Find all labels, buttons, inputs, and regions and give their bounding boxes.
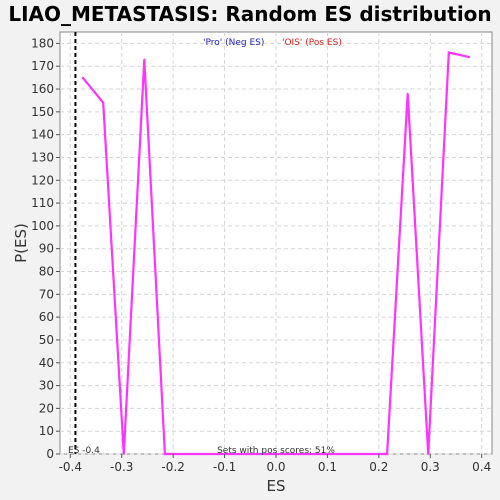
x-tick-label: 0.1 (318, 460, 337, 474)
x-tick-label: -0.1 (213, 460, 236, 474)
y-tick-label: 40 (39, 356, 54, 370)
y-tick-label: 60 (39, 310, 54, 324)
data-point (143, 58, 146, 61)
y-tick-label: 150 (31, 105, 54, 119)
y-tick-label: 140 (31, 128, 54, 142)
x-tick-label: -0.3 (110, 460, 133, 474)
axis-layer: 0 10 20 30 40 50 60 70 80 90 100 110 120 130 140 150 160… (31, 36, 491, 474)
y-tick-label: 100 (31, 219, 54, 233)
data-point (406, 92, 409, 95)
y-tick-label: 120 (31, 173, 54, 187)
y-tick-label: 90 (39, 242, 54, 256)
data-point (164, 453, 166, 455)
x-tick-label: -0.2 (161, 460, 184, 474)
y-tick-label: 0 (46, 447, 54, 461)
x-tick-label: 0.0 (266, 460, 285, 474)
y-tick-label: 180 (31, 36, 54, 50)
data-point (122, 453, 125, 455)
reference-line-label: ES -0.4 (68, 446, 100, 456)
data-point (386, 453, 388, 455)
legend-entry-neg: 'Pro' (Neg ES) (203, 38, 264, 48)
x-axis-label: ES (267, 477, 286, 495)
data-point (447, 51, 450, 54)
y-tick-label: 160 (31, 82, 54, 96)
grid-layer (60, 32, 492, 455)
legend-entry-pos: 'OIS' (Pos ES) (282, 38, 342, 48)
data-point (468, 56, 471, 58)
x-tick-label: 0.4 (472, 460, 491, 474)
x-tick-label: 0.3 (421, 460, 440, 474)
y-tick-label: 130 (31, 150, 54, 164)
pos-scores-annotation: Sets with pos scores: 51% (217, 446, 335, 456)
y-tick-label: 10 (39, 424, 54, 438)
y-tick-label: 70 (39, 287, 54, 301)
y-tick-label: 30 (39, 379, 54, 393)
x-tick-label: -0.4 (59, 460, 82, 474)
y-tick-label: 50 (39, 333, 54, 347)
y-tick-label: 110 (31, 196, 54, 210)
x-tick-label: 0.2 (369, 460, 388, 474)
chart-title: LIAO_METASTASIS: Random ES distribution (8, 2, 491, 26)
y-tick-label: 20 (39, 401, 54, 415)
data-point (427, 453, 430, 455)
data-point (102, 101, 105, 104)
data-point (81, 76, 84, 79)
y-tick-label: 80 (39, 265, 54, 279)
y-axis-label: P(ES) (12, 223, 30, 263)
y-tick-label: 170 (31, 59, 54, 73)
